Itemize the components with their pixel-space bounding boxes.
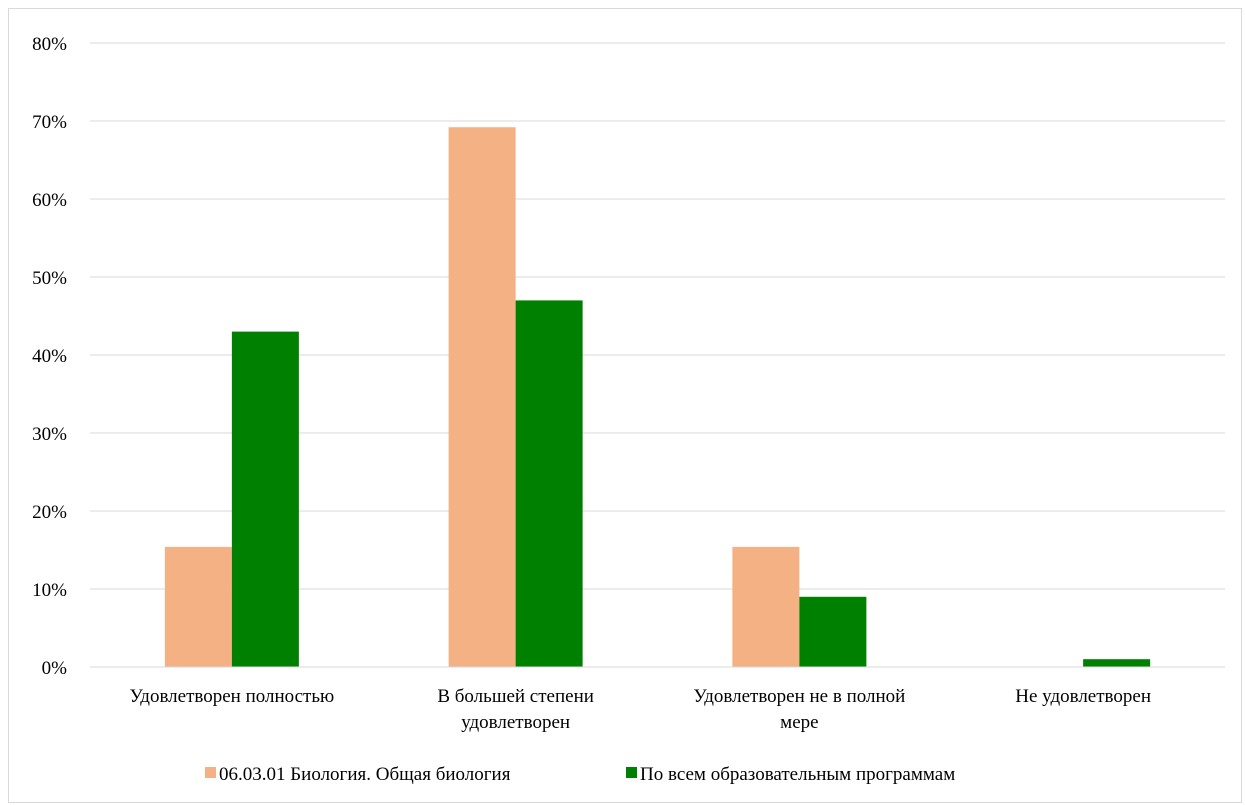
y-tick-label: 20% (32, 502, 67, 523)
bar (1083, 659, 1151, 667)
legend: 06.03.01 Биология. Общая биология По всем… (205, 764, 955, 785)
x-category-label: Удовлетворен не в полной мере (693, 686, 905, 733)
legend-swatch (205, 767, 216, 778)
x-category-label: В большей степени удовлетворен (437, 686, 594, 733)
y-tick-label: 0% (42, 658, 68, 679)
bars (164, 127, 1151, 668)
chart-frame (8, 8, 1242, 803)
bar (448, 127, 516, 668)
y-tick-label: 30% (32, 424, 67, 445)
x-category-label: Удовлетворен полностью (130, 686, 335, 707)
y-tick-label: 10% (32, 580, 67, 601)
y-tick-label: 60% (32, 190, 67, 211)
y-axis-ticks: 0% 10% 20% 30% 40% 50% 60% 70% 80% (32, 34, 67, 679)
y-tick-label: 50% (32, 268, 67, 289)
legend-label: 06.03.01 Биология. Общая биология (219, 764, 511, 785)
bar (732, 546, 800, 667)
bar (515, 300, 583, 667)
x-category-label: Не удовлетворен (1015, 686, 1151, 707)
x-axis-categories: Удовлетворен полностью В большей степени у… (130, 686, 1152, 733)
bar (799, 596, 867, 667)
bar (231, 331, 299, 667)
legend-label: По всем образовательным программам (640, 764, 955, 785)
y-tick-label: 40% (32, 346, 67, 367)
legend-swatch (626, 767, 637, 778)
bar (164, 546, 232, 667)
y-tick-label: 80% (32, 34, 67, 55)
y-tick-label: 70% (32, 112, 67, 133)
